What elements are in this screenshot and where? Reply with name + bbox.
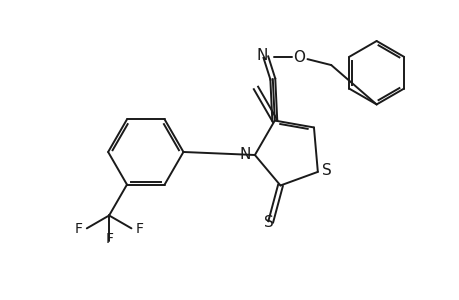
- Text: F: F: [106, 232, 114, 246]
- Text: S: S: [321, 163, 331, 178]
- Text: N: N: [239, 146, 251, 161]
- Text: F: F: [135, 222, 143, 236]
- Text: F: F: [75, 222, 83, 236]
- Text: N: N: [256, 48, 267, 63]
- Text: O: O: [293, 50, 305, 64]
- Text: S: S: [263, 215, 273, 230]
